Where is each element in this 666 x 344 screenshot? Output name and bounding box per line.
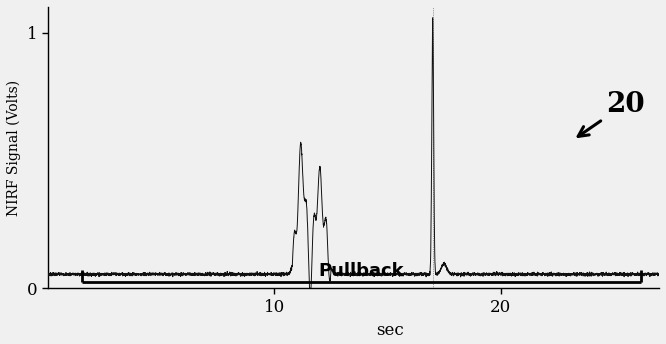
Text: Pullback: Pullback xyxy=(318,262,404,280)
X-axis label: sec: sec xyxy=(376,322,404,339)
Y-axis label: NIRF Signal (Volts): NIRF Signal (Volts) xyxy=(7,79,21,216)
Text: 20: 20 xyxy=(578,90,645,137)
